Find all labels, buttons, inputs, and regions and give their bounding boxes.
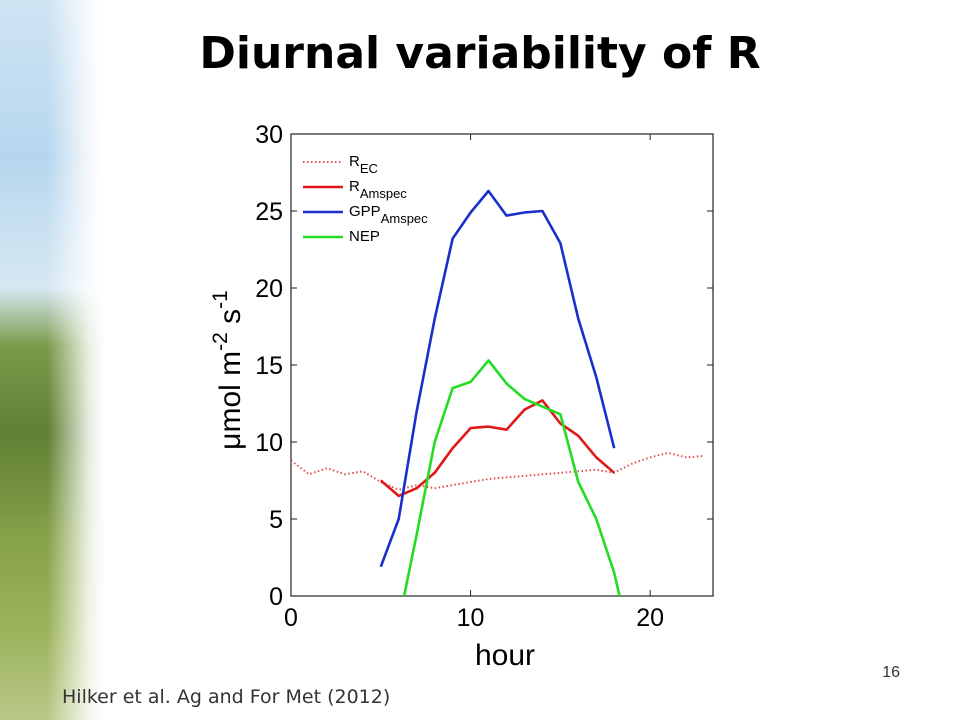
slide-title: Diurnal variability of R — [199, 28, 761, 79]
x-tick-label-0: 0 — [284, 604, 298, 632]
y-tick-label-0: 0 — [269, 583, 283, 611]
x-tick-label-1: 10 — [457, 604, 485, 632]
legend-label-0: REC — [349, 153, 378, 176]
y-tick-label-5: 25 — [255, 198, 283, 226]
legend-label-2: GPPAmspec — [349, 203, 428, 226]
y-tick-label-3: 15 — [255, 352, 283, 380]
y-tick-label-6: 30 — [255, 121, 283, 149]
forest-photo-strip — [0, 0, 105, 720]
legend-label-3: NEP — [349, 228, 380, 245]
series-line-r-ec — [291, 451, 705, 491]
series-line-gpp-amspec — [379, 189, 616, 568]
slide-number: 16 — [882, 664, 900, 681]
series-line-r-amspec — [379, 399, 616, 498]
y-tick-label-1: 5 — [269, 506, 283, 534]
legend-label-1: RAmspec — [349, 178, 407, 201]
x-tick-label-2: 20 — [636, 604, 664, 632]
y-tick-label-2: 10 — [255, 429, 283, 457]
series-line-nep — [402, 359, 621, 596]
y-axis-label: μmol m-2 s-1 — [209, 290, 247, 450]
citation: Hilker et al. Ag and For Met (2012) — [62, 686, 391, 708]
x-axis-label: hour — [475, 639, 535, 672]
y-tick-label-4: 20 — [255, 275, 283, 303]
